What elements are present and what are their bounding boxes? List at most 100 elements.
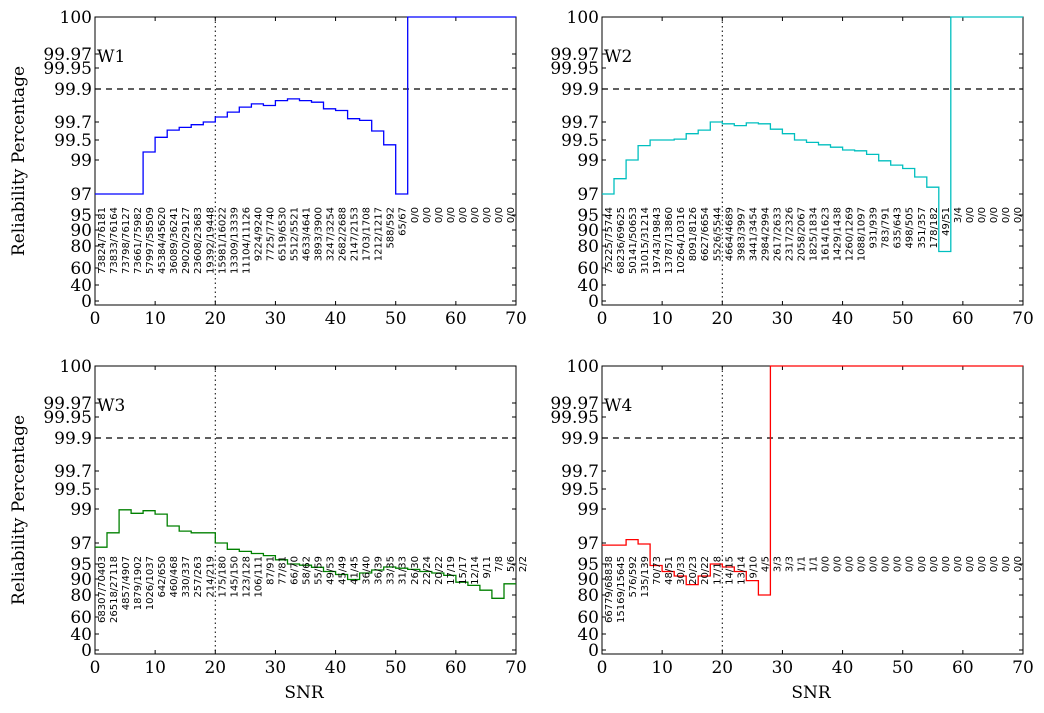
panel-3-count-label: 257/263: [193, 556, 204, 598]
panel-2-x-tick-label: 40: [832, 309, 854, 329]
panel-3-x-tick-label: 10: [144, 658, 166, 678]
panel-4-count-label: 30/33: [676, 556, 687, 585]
panel-2-count-label: 10264/10316: [676, 207, 687, 274]
panel-2-count-label: 2058/2067: [796, 207, 807, 261]
panel-1-count-label: 45384/45620: [157, 207, 168, 274]
panel-3-count-label: 55/59: [314, 556, 325, 585]
y-axis-label-bottom: Reliability Percentage: [9, 415, 29, 605]
panel-2-y-tick-label: 0: [588, 292, 599, 312]
panel-1-count-label: 0/0: [482, 207, 493, 223]
panel-3-x-tick-label: 60: [445, 658, 467, 678]
panel-2-count-label: 8091/8126: [688, 207, 699, 261]
panel-2-y-tick-label: 97: [577, 185, 599, 205]
panel-1-count-label: 0/0: [434, 207, 445, 223]
panel-3-y-tick-label: 99.7: [54, 462, 92, 482]
panel-2-count-label: 4664/4689: [724, 207, 735, 261]
panel-3-count-label: 1879/1902: [133, 556, 144, 610]
panel-1-count-label: 6519/6530: [277, 207, 288, 261]
panel-3-count-label: 145/150: [229, 556, 240, 598]
panel-1-count-label: 13309/13339: [229, 207, 240, 274]
panel-2-count-label: 75225/75744: [604, 207, 615, 274]
panel-4-x-tick-label: 40: [832, 658, 854, 678]
panel-1-count-label: 4633/4641: [302, 207, 313, 261]
panel-2-axes-frame: [601, 16, 1024, 306]
panel-4-y-tick-label: 100: [567, 357, 599, 377]
panel-3-title: W3: [97, 396, 125, 416]
panel-1-y-tick-label: 99.5: [54, 131, 92, 151]
panel-1-count-label: 0/0: [494, 207, 505, 223]
panel-4-count-label: 0/0: [893, 556, 904, 572]
panel-4-count-label: 0/0: [953, 556, 964, 572]
panel-3-count-label: 36/40: [362, 556, 373, 585]
panel-1-x-tick-label: 10: [144, 309, 166, 329]
panel-1-count-label: 73661/75982: [133, 207, 144, 274]
panel-4-count-label: 3/3: [784, 556, 795, 572]
panel-4-x-tick-label: 50: [892, 658, 914, 678]
panel-2-count-label: 3983/3997: [736, 207, 747, 261]
panel-1-y-tick-label: 80: [70, 237, 92, 257]
panel-3-x-tick-label: 30: [265, 658, 287, 678]
panel-1-y-tick-label: 99: [70, 151, 92, 171]
panel-2-count-label: 3441/3454: [748, 207, 759, 261]
panel-1-count-label: 0/0: [410, 207, 421, 223]
x-axis-label-left: SNR: [284, 683, 325, 703]
panel-2-x-tick-label: 60: [952, 309, 974, 329]
panel-3-y-tick-label: 100: [60, 357, 92, 377]
panel-4-count-label: 0/0: [881, 556, 892, 572]
panel-1-x-tick-label: 60: [445, 309, 467, 329]
panel-2-count-label: 0/0: [977, 207, 988, 223]
panel-1-count-label: 7725/7740: [265, 207, 276, 261]
panel-4-y-tick-label: 80: [577, 586, 599, 606]
panel-2-count-label: 50141/50653: [628, 207, 639, 274]
panel-4-title: W4: [604, 396, 632, 416]
panel-3-y-tick-label: 0: [81, 641, 92, 661]
panel-3-x-tick-label: 70: [505, 658, 527, 678]
panel-4-count-label: 0/0: [929, 556, 940, 572]
panel-2-count-label: 2984/2994: [760, 207, 771, 261]
panel-1-count-label: 9224/9240: [253, 207, 264, 261]
panel-1-y-tick-label: 97: [70, 185, 92, 205]
panel-3-y-tick-label: 99.95: [43, 408, 92, 428]
panel-2-count-label: 635/643: [893, 207, 904, 249]
panel-1-y-tick-label: 99.97: [43, 45, 92, 65]
panel-3-y-tick-label: 99.97: [43, 394, 92, 414]
panel-1-title: W1: [97, 47, 125, 67]
panel-1-y-tick-label: 99.7: [54, 113, 92, 133]
panel-4-count-label: 1/1: [796, 556, 807, 572]
panel-1-y-tick-label: 99.9: [54, 80, 92, 100]
panel-4-count-label: 66779/68838: [604, 556, 615, 623]
panel-3-count-label: 17/19: [446, 556, 457, 585]
panel-1-count-label: 3247/3254: [326, 207, 337, 261]
panel-3-count-label: 123/128: [241, 556, 252, 598]
panel-2-count-label: 49/51: [941, 207, 952, 236]
panel-3-count-label: 2/2: [518, 556, 529, 572]
panel-1-x-tick-label: 30: [265, 309, 287, 329]
panel-1-y-tick-label: 100: [60, 8, 92, 28]
panel-2-y-tick-label: 80: [577, 237, 599, 257]
panel-3-y-tick-label: 90: [70, 570, 92, 590]
panel-2-count-label: 68236/69625: [616, 207, 627, 274]
panel-2-y-tick-label: 99.9: [561, 80, 599, 100]
panel-3-x-tick-label: 20: [204, 658, 226, 678]
panel-4-x-tick-label: 30: [772, 658, 794, 678]
panel-4-y-tick-label: 99: [577, 500, 599, 520]
panel-2-count-label: 1088/1097: [857, 207, 868, 261]
panel-1-count-label: 23608/23683: [193, 207, 204, 274]
panel-2-count-label: 3/4: [953, 207, 964, 223]
panel-4-y-tick-label: 99.5: [561, 480, 599, 500]
panel-3-count-label: 22/24: [422, 556, 433, 585]
panel-1-x-tick-label: 40: [325, 309, 347, 329]
panel-2-x-tick-label: 10: [651, 309, 673, 329]
panel-1-count-label: 0/0: [458, 207, 469, 223]
panel-3-axes-frame: [94, 365, 517, 655]
panel-1-count-label: 2147/2153: [350, 207, 361, 261]
panel-2-count-label: 1429/1438: [833, 207, 844, 261]
panel-1-y-tick-label: 40: [70, 276, 92, 296]
panel-4-y-tick-label: 95: [577, 555, 599, 575]
panel-3-count-label: 20/22: [434, 556, 445, 585]
panel-3-y-tick-label: 40: [70, 625, 92, 645]
panel-3-y-tick-label: 80: [70, 586, 92, 606]
panel-3-count-label: 26/30: [410, 556, 421, 585]
panel-1-count-label: 19392/19448: [205, 207, 216, 274]
panel-3-count-label: 41/45: [350, 556, 361, 585]
